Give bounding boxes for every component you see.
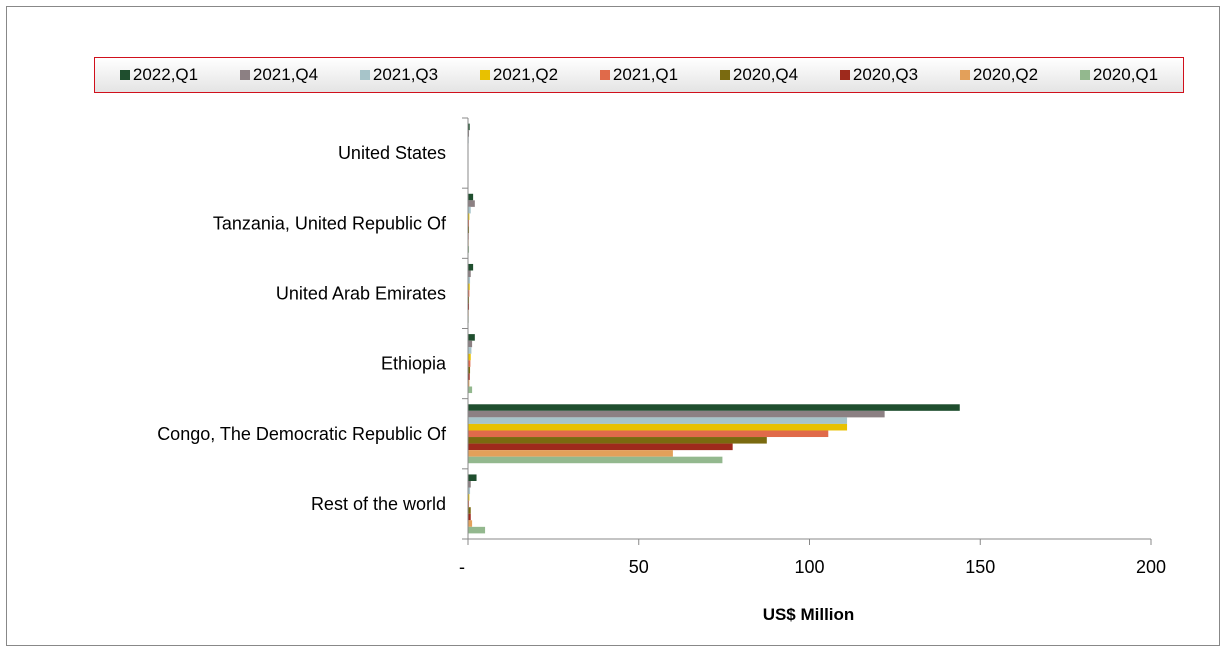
- category-label: Tanzania, United Republic Of: [213, 213, 447, 233]
- chart-canvas: United States Tanzania, United Republic O…: [0, 0, 1228, 628]
- bar: [468, 520, 472, 527]
- bar: [468, 417, 847, 424]
- x-tick-label: 50: [629, 557, 649, 577]
- bar: [468, 264, 473, 271]
- bar: [468, 450, 673, 457]
- bar: [468, 387, 472, 394]
- bar: [468, 411, 885, 418]
- bar: [468, 457, 722, 464]
- bar: [468, 474, 477, 481]
- bar: [468, 404, 960, 411]
- bar: [468, 527, 485, 534]
- category-label: Rest of the world: [311, 494, 446, 514]
- x-tick-label: 200: [1136, 557, 1166, 577]
- category-label: Congo, The Democratic Republic Of: [157, 424, 447, 444]
- x-tick-label: 150: [965, 557, 995, 577]
- bar: [468, 334, 475, 341]
- category-label: United Arab Emirates: [276, 283, 446, 303]
- bar: [468, 341, 472, 348]
- bar: [468, 347, 471, 354]
- bar: [468, 200, 475, 207]
- bar: [468, 444, 733, 451]
- category-label: Ethiopia: [381, 354, 447, 374]
- bar: [468, 430, 828, 437]
- x-tick-label: 100: [794, 557, 824, 577]
- bar: [468, 437, 767, 444]
- bar: [468, 194, 473, 201]
- category-label: United States: [338, 143, 446, 163]
- bar: [468, 424, 847, 431]
- x-tick-label: -: [459, 557, 465, 577]
- x-axis-title: US$ Million: [763, 605, 855, 624]
